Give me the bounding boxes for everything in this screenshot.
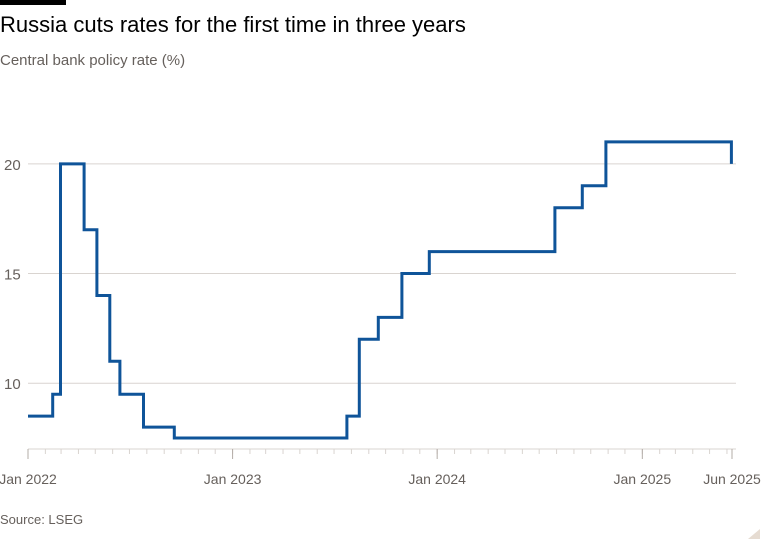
tick-labels: 10 15 20 Jan 2022 Jan 2023 Jan 2024 Jan 2025 Ju… xyxy=(0,157,761,487)
x-tick-label: Jan 2025 xyxy=(614,471,672,487)
chart-title: Russia cuts rates for the first time in … xyxy=(0,12,466,37)
x-tick-label: Jun 2025 xyxy=(703,471,761,487)
y-tick-label: 15 xyxy=(4,267,21,284)
y-tick-label: 20 xyxy=(4,157,21,174)
series-layer xyxy=(28,140,733,440)
policy-rate-line xyxy=(28,140,733,440)
corner-fold-icon xyxy=(748,529,760,539)
y-tick-label: 10 xyxy=(4,376,21,393)
source-note: Source: LSEG xyxy=(0,512,84,527)
x-tick-label: Jan 2024 xyxy=(408,471,466,487)
x-tick-label: Jan 2023 xyxy=(204,471,262,487)
chart-subtitle: Central bank policy rate (%) xyxy=(0,52,186,69)
grid-lines xyxy=(28,163,736,384)
x-tick-label: Jan 2022 xyxy=(0,471,57,487)
x-axis xyxy=(27,448,736,459)
brand-bar xyxy=(0,0,66,5)
